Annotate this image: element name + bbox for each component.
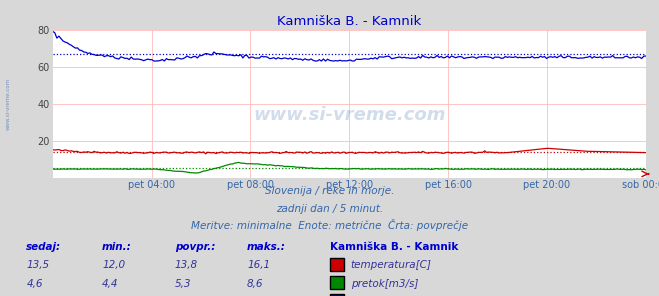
Text: Meritve: minimalne  Enote: metrične  Črta: povprečje: Meritve: minimalne Enote: metrične Črta:… (191, 219, 468, 231)
Text: 12,0: 12,0 (102, 260, 125, 271)
Text: Slovenija / reke in morje.: Slovenija / reke in morje. (265, 186, 394, 196)
Text: 8,6: 8,6 (247, 279, 264, 289)
Text: Kamniška B. - Kamnik: Kamniška B. - Kamnik (330, 242, 458, 252)
Text: 13,5: 13,5 (26, 260, 49, 271)
Text: min.:: min.: (102, 242, 132, 252)
Text: sedaj:: sedaj: (26, 242, 61, 252)
Title: Kamniška B. - Kamnik: Kamniška B. - Kamnik (277, 15, 421, 28)
Text: 5,3: 5,3 (175, 279, 191, 289)
Text: temperatura[C]: temperatura[C] (351, 260, 432, 271)
Text: www.si-vreme.com: www.si-vreme.com (253, 107, 445, 124)
Text: www.si-vreme.com: www.si-vreme.com (5, 78, 11, 130)
Text: 4,6: 4,6 (26, 279, 43, 289)
Text: 4,4: 4,4 (102, 279, 119, 289)
Text: pretok[m3/s]: pretok[m3/s] (351, 279, 418, 289)
Text: maks.:: maks.: (247, 242, 286, 252)
Text: 16,1: 16,1 (247, 260, 270, 271)
Text: povpr.:: povpr.: (175, 242, 215, 252)
Text: zadnji dan / 5 minut.: zadnji dan / 5 minut. (276, 204, 383, 214)
Text: 13,8: 13,8 (175, 260, 198, 271)
